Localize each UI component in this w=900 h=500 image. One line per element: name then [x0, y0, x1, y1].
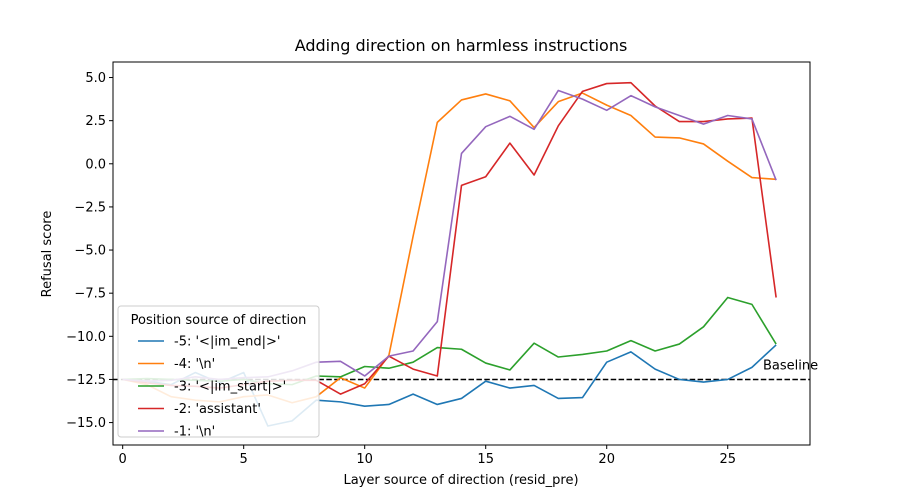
y-tick-label: 2.5 [85, 114, 106, 129]
y-axis-label: Refusal score [40, 211, 55, 298]
x-tick-label: 25 [719, 452, 736, 467]
y-axis: 5.0 2.5 0.0 −2.5 −5.0 −7.5 −10.0 −12.5 −15.0 [66, 71, 113, 431]
x-tick-label: 15 [477, 452, 494, 467]
legend-entry: -3: '<|im_start|>' [174, 380, 286, 395]
y-tick-label: −12.5 [66, 373, 106, 388]
y-tick-label: −15.0 [66, 416, 106, 431]
y-tick-label: −7.5 [74, 287, 106, 302]
y-tick-label: −5.0 [74, 244, 106, 259]
x-axis: 0 5 10 15 20 25 [119, 445, 736, 467]
plot-frame [112, 61, 811, 446]
x-tick-label: 5 [240, 452, 248, 467]
y-tick-label: 0.0 [85, 157, 106, 172]
legend-entry: -1: '\n' [174, 425, 215, 440]
legend-title: Position source of direction [131, 313, 307, 328]
baseline: Baseline [113, 358, 818, 381]
x-tick-label: 0 [119, 452, 127, 467]
legend-entry: -4: '\n' [174, 357, 215, 372]
baseline-label: Baseline [763, 358, 818, 373]
legend: Position source of direction -5: '<|im_en… [117, 305, 320, 440]
x-tick-label: 20 [598, 452, 615, 467]
x-tick-label: 10 [356, 452, 373, 467]
legend-entry: -2: 'assistant' [174, 402, 261, 417]
legend-entry: -5: '<|im_end|>' [174, 335, 280, 350]
y-tick-label: 5.0 [85, 71, 106, 86]
y-tick-label: −2.5 [74, 200, 106, 215]
chart-title: Adding direction on harmless instruction… [295, 36, 628, 55]
y-tick-label: −10.0 [66, 330, 106, 345]
x-axis-label: Layer source of direction (resid_pre) [343, 473, 578, 488]
legend-box [117, 305, 320, 438]
